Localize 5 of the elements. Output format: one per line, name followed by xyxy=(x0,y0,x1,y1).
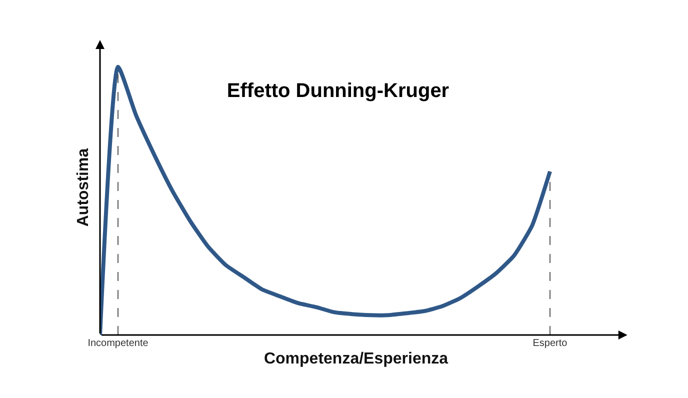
x-tick-label: Esperto xyxy=(532,338,568,349)
x-tick-label: Incompetente xyxy=(88,338,149,349)
x-axis-title: Competenza/Esperienza xyxy=(264,350,448,368)
text: Effetto Dunning-Kruger xyxy=(226,80,450,102)
y-axis-title: Autostima xyxy=(74,148,92,227)
